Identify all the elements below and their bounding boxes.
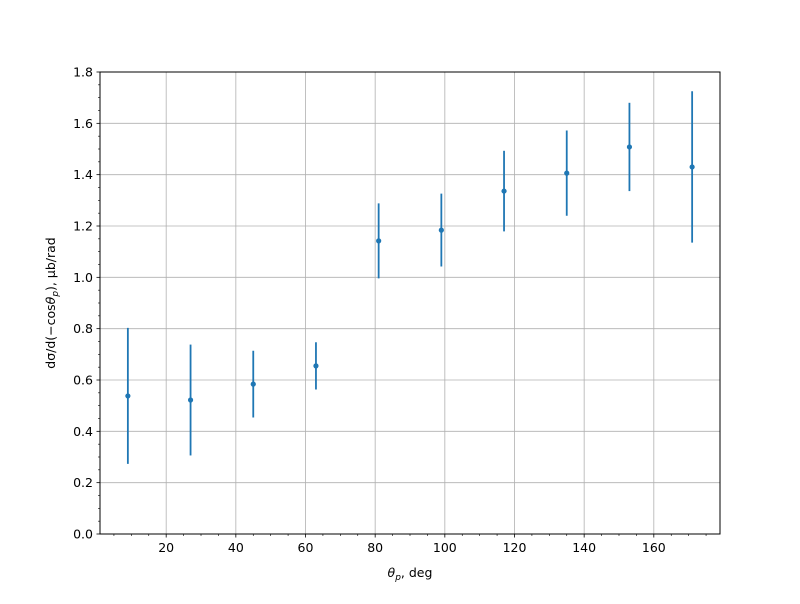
x-tick-label: 120 xyxy=(503,540,527,555)
y-tick-label: 1.8 xyxy=(73,65,93,80)
y-tick-label: 1.6 xyxy=(73,116,93,131)
data-point xyxy=(626,144,633,150)
y-axis-label: dσ/d(−cosθp), µb/rad xyxy=(43,237,61,368)
y-tick-label: 0.6 xyxy=(73,373,93,388)
marks xyxy=(125,91,695,464)
x-tick-label: 160 xyxy=(642,540,666,555)
y-tick-label: 0.4 xyxy=(73,424,93,439)
y-tick-label: 1.4 xyxy=(73,167,93,182)
data-point xyxy=(125,393,131,399)
y-tick-label: 1.2 xyxy=(73,219,93,234)
ticks: 20 40 60 80 100 120 140 160 0.0 0.2 0.4 0.6 0.8 1.0 1.… xyxy=(73,65,707,555)
x-tick-label: 100 xyxy=(433,540,457,555)
x-tick-label: 20 xyxy=(158,540,174,555)
y-tick-label: 0.0 xyxy=(73,527,93,542)
x-tick-label: 80 xyxy=(367,540,383,555)
y-tick-label: 0.8 xyxy=(73,321,93,336)
data-point xyxy=(501,188,507,194)
x-tick-label: 60 xyxy=(298,540,314,555)
y-tick-label: 1.0 xyxy=(73,270,93,285)
data-point xyxy=(689,164,695,170)
x-axis-label: θp, deg xyxy=(388,565,433,583)
data-point xyxy=(250,381,256,387)
data-point xyxy=(376,238,382,244)
data-point xyxy=(313,363,319,369)
data-point xyxy=(438,227,444,233)
x-tick-label: 140 xyxy=(572,540,596,555)
y-tick-label: 0.2 xyxy=(73,475,93,490)
x-tick-label: 40 xyxy=(228,540,244,555)
data-point xyxy=(187,397,194,403)
data-point xyxy=(564,170,570,176)
